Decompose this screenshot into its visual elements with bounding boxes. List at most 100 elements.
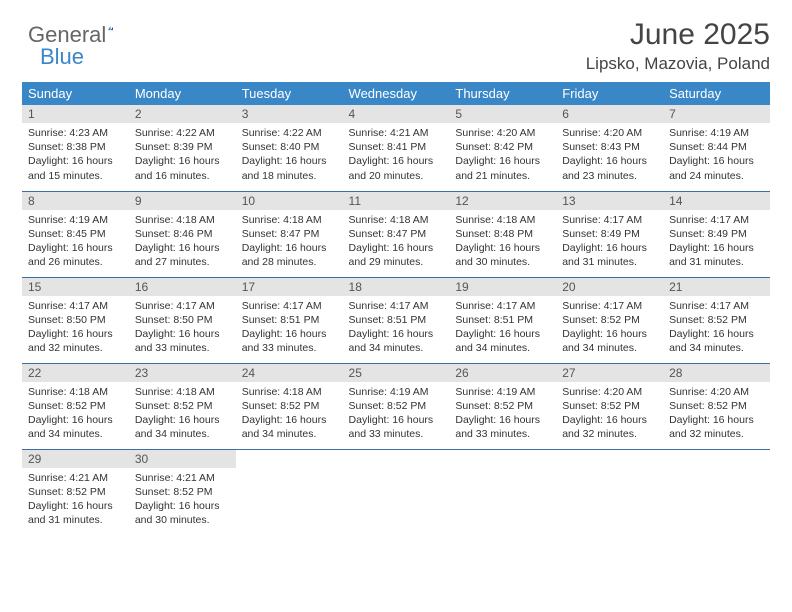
sunrise-line: Sunrise: 4:18 AM	[242, 385, 337, 399]
day-number: 5	[449, 105, 556, 123]
sunrise-line: Sunrise: 4:20 AM	[562, 385, 657, 399]
calendar-cell: 23Sunrise: 4:18 AMSunset: 8:52 PMDayligh…	[129, 363, 236, 449]
day-details: Sunrise: 4:18 AMSunset: 8:48 PMDaylight:…	[449, 210, 556, 275]
daylight-line: Daylight: 16 hours and 34 minutes.	[349, 327, 444, 355]
sunset-line: Sunset: 8:52 PM	[455, 399, 550, 413]
calendar-cell: 11Sunrise: 4:18 AMSunset: 8:47 PMDayligh…	[343, 191, 450, 277]
daylight-line: Daylight: 16 hours and 26 minutes.	[28, 241, 123, 269]
day-number: 9	[129, 192, 236, 210]
day-number: 6	[556, 105, 663, 123]
calendar-table: Sunday Monday Tuesday Wednesday Thursday…	[22, 82, 770, 535]
sunrise-line: Sunrise: 4:20 AM	[669, 385, 764, 399]
day-details: Sunrise: 4:17 AMSunset: 8:49 PMDaylight:…	[663, 210, 770, 275]
daylight-line: Daylight: 16 hours and 34 minutes.	[562, 327, 657, 355]
calendar-cell: 1Sunrise: 4:23 AMSunset: 8:38 PMDaylight…	[22, 105, 129, 191]
sunrise-line: Sunrise: 4:18 AM	[135, 213, 230, 227]
sunset-line: Sunset: 8:44 PM	[669, 140, 764, 154]
day-details: Sunrise: 4:22 AMSunset: 8:40 PMDaylight:…	[236, 123, 343, 188]
day-number: 18	[343, 278, 450, 296]
day-details: Sunrise: 4:19 AMSunset: 8:45 PMDaylight:…	[22, 210, 129, 275]
day-number: 4	[343, 105, 450, 123]
calendar-cell: 3Sunrise: 4:22 AMSunset: 8:40 PMDaylight…	[236, 105, 343, 191]
day-details: Sunrise: 4:18 AMSunset: 8:47 PMDaylight:…	[343, 210, 450, 275]
day-number: 29	[22, 450, 129, 468]
sunrise-line: Sunrise: 4:18 AM	[349, 213, 444, 227]
logo-sail-icon	[108, 17, 113, 39]
sunset-line: Sunset: 8:47 PM	[242, 227, 337, 241]
sunrise-line: Sunrise: 4:21 AM	[349, 126, 444, 140]
sunset-line: Sunset: 8:40 PM	[242, 140, 337, 154]
sunset-line: Sunset: 8:39 PM	[135, 140, 230, 154]
sunset-line: Sunset: 8:52 PM	[562, 313, 657, 327]
sunset-line: Sunset: 8:49 PM	[562, 227, 657, 241]
sunrise-line: Sunrise: 4:19 AM	[349, 385, 444, 399]
sunset-line: Sunset: 8:38 PM	[28, 140, 123, 154]
day-number: 24	[236, 364, 343, 382]
day-number: 27	[556, 364, 663, 382]
day-number: 19	[449, 278, 556, 296]
calendar-cell: 21Sunrise: 4:17 AMSunset: 8:52 PMDayligh…	[663, 277, 770, 363]
sunrise-line: Sunrise: 4:17 AM	[135, 299, 230, 313]
sunset-line: Sunset: 8:47 PM	[349, 227, 444, 241]
day-number: 10	[236, 192, 343, 210]
daylight-line: Daylight: 16 hours and 33 minutes.	[135, 327, 230, 355]
calendar-cell: 2Sunrise: 4:22 AMSunset: 8:39 PMDaylight…	[129, 105, 236, 191]
daylight-line: Daylight: 16 hours and 24 minutes.	[669, 154, 764, 182]
sunset-line: Sunset: 8:52 PM	[135, 399, 230, 413]
sunrise-line: Sunrise: 4:17 AM	[455, 299, 550, 313]
daylight-line: Daylight: 16 hours and 34 minutes.	[669, 327, 764, 355]
day-number: 21	[663, 278, 770, 296]
day-number: 8	[22, 192, 129, 210]
day-number: 23	[129, 364, 236, 382]
sunset-line: Sunset: 8:52 PM	[28, 399, 123, 413]
sunset-line: Sunset: 8:51 PM	[455, 313, 550, 327]
calendar-row: 1Sunrise: 4:23 AMSunset: 8:38 PMDaylight…	[22, 105, 770, 191]
day-number: 16	[129, 278, 236, 296]
calendar-cell: 4Sunrise: 4:21 AMSunset: 8:41 PMDaylight…	[343, 105, 450, 191]
calendar-row: 8Sunrise: 4:19 AMSunset: 8:45 PMDaylight…	[22, 191, 770, 277]
day-details: Sunrise: 4:20 AMSunset: 8:43 PMDaylight:…	[556, 123, 663, 188]
day-number: 1	[22, 105, 129, 123]
sunset-line: Sunset: 8:51 PM	[242, 313, 337, 327]
day-number: 11	[343, 192, 450, 210]
sunset-line: Sunset: 8:46 PM	[135, 227, 230, 241]
calendar-cell: 25Sunrise: 4:19 AMSunset: 8:52 PMDayligh…	[343, 363, 450, 449]
calendar-cell	[663, 449, 770, 535]
sunrise-line: Sunrise: 4:22 AM	[242, 126, 337, 140]
sunrise-line: Sunrise: 4:17 AM	[669, 213, 764, 227]
day-details: Sunrise: 4:18 AMSunset: 8:52 PMDaylight:…	[129, 382, 236, 447]
daylight-line: Daylight: 16 hours and 29 minutes.	[349, 241, 444, 269]
sunrise-line: Sunrise: 4:21 AM	[28, 471, 123, 485]
daylight-line: Daylight: 16 hours and 15 minutes.	[28, 154, 123, 182]
day-details: Sunrise: 4:17 AMSunset: 8:49 PMDaylight:…	[556, 210, 663, 275]
weekday-header: Sunday	[22, 82, 129, 105]
daylight-line: Daylight: 16 hours and 34 minutes.	[28, 413, 123, 441]
sunrise-line: Sunrise: 4:19 AM	[455, 385, 550, 399]
day-number: 30	[129, 450, 236, 468]
weekday-header: Saturday	[663, 82, 770, 105]
sunset-line: Sunset: 8:52 PM	[349, 399, 444, 413]
daylight-line: Daylight: 16 hours and 18 minutes.	[242, 154, 337, 182]
day-number: 13	[556, 192, 663, 210]
sunrise-line: Sunrise: 4:17 AM	[669, 299, 764, 313]
calendar-cell: 30Sunrise: 4:21 AMSunset: 8:52 PMDayligh…	[129, 449, 236, 535]
calendar-cell: 24Sunrise: 4:18 AMSunset: 8:52 PMDayligh…	[236, 363, 343, 449]
sunset-line: Sunset: 8:49 PM	[669, 227, 764, 241]
daylight-line: Daylight: 16 hours and 23 minutes.	[562, 154, 657, 182]
sunrise-line: Sunrise: 4:19 AM	[669, 126, 764, 140]
calendar-cell: 17Sunrise: 4:17 AMSunset: 8:51 PMDayligh…	[236, 277, 343, 363]
day-number: 2	[129, 105, 236, 123]
daylight-line: Daylight: 16 hours and 31 minutes.	[562, 241, 657, 269]
day-details: Sunrise: 4:22 AMSunset: 8:39 PMDaylight:…	[129, 123, 236, 188]
weekday-header: Tuesday	[236, 82, 343, 105]
sunrise-line: Sunrise: 4:17 AM	[562, 299, 657, 313]
calendar-cell: 5Sunrise: 4:20 AMSunset: 8:42 PMDaylight…	[449, 105, 556, 191]
day-details: Sunrise: 4:20 AMSunset: 8:42 PMDaylight:…	[449, 123, 556, 188]
calendar-row: 22Sunrise: 4:18 AMSunset: 8:52 PMDayligh…	[22, 363, 770, 449]
day-number: 12	[449, 192, 556, 210]
calendar-row: 15Sunrise: 4:17 AMSunset: 8:50 PMDayligh…	[22, 277, 770, 363]
day-number: 25	[343, 364, 450, 382]
calendar-cell: 19Sunrise: 4:17 AMSunset: 8:51 PMDayligh…	[449, 277, 556, 363]
sunset-line: Sunset: 8:52 PM	[669, 399, 764, 413]
day-details: Sunrise: 4:17 AMSunset: 8:51 PMDaylight:…	[236, 296, 343, 361]
